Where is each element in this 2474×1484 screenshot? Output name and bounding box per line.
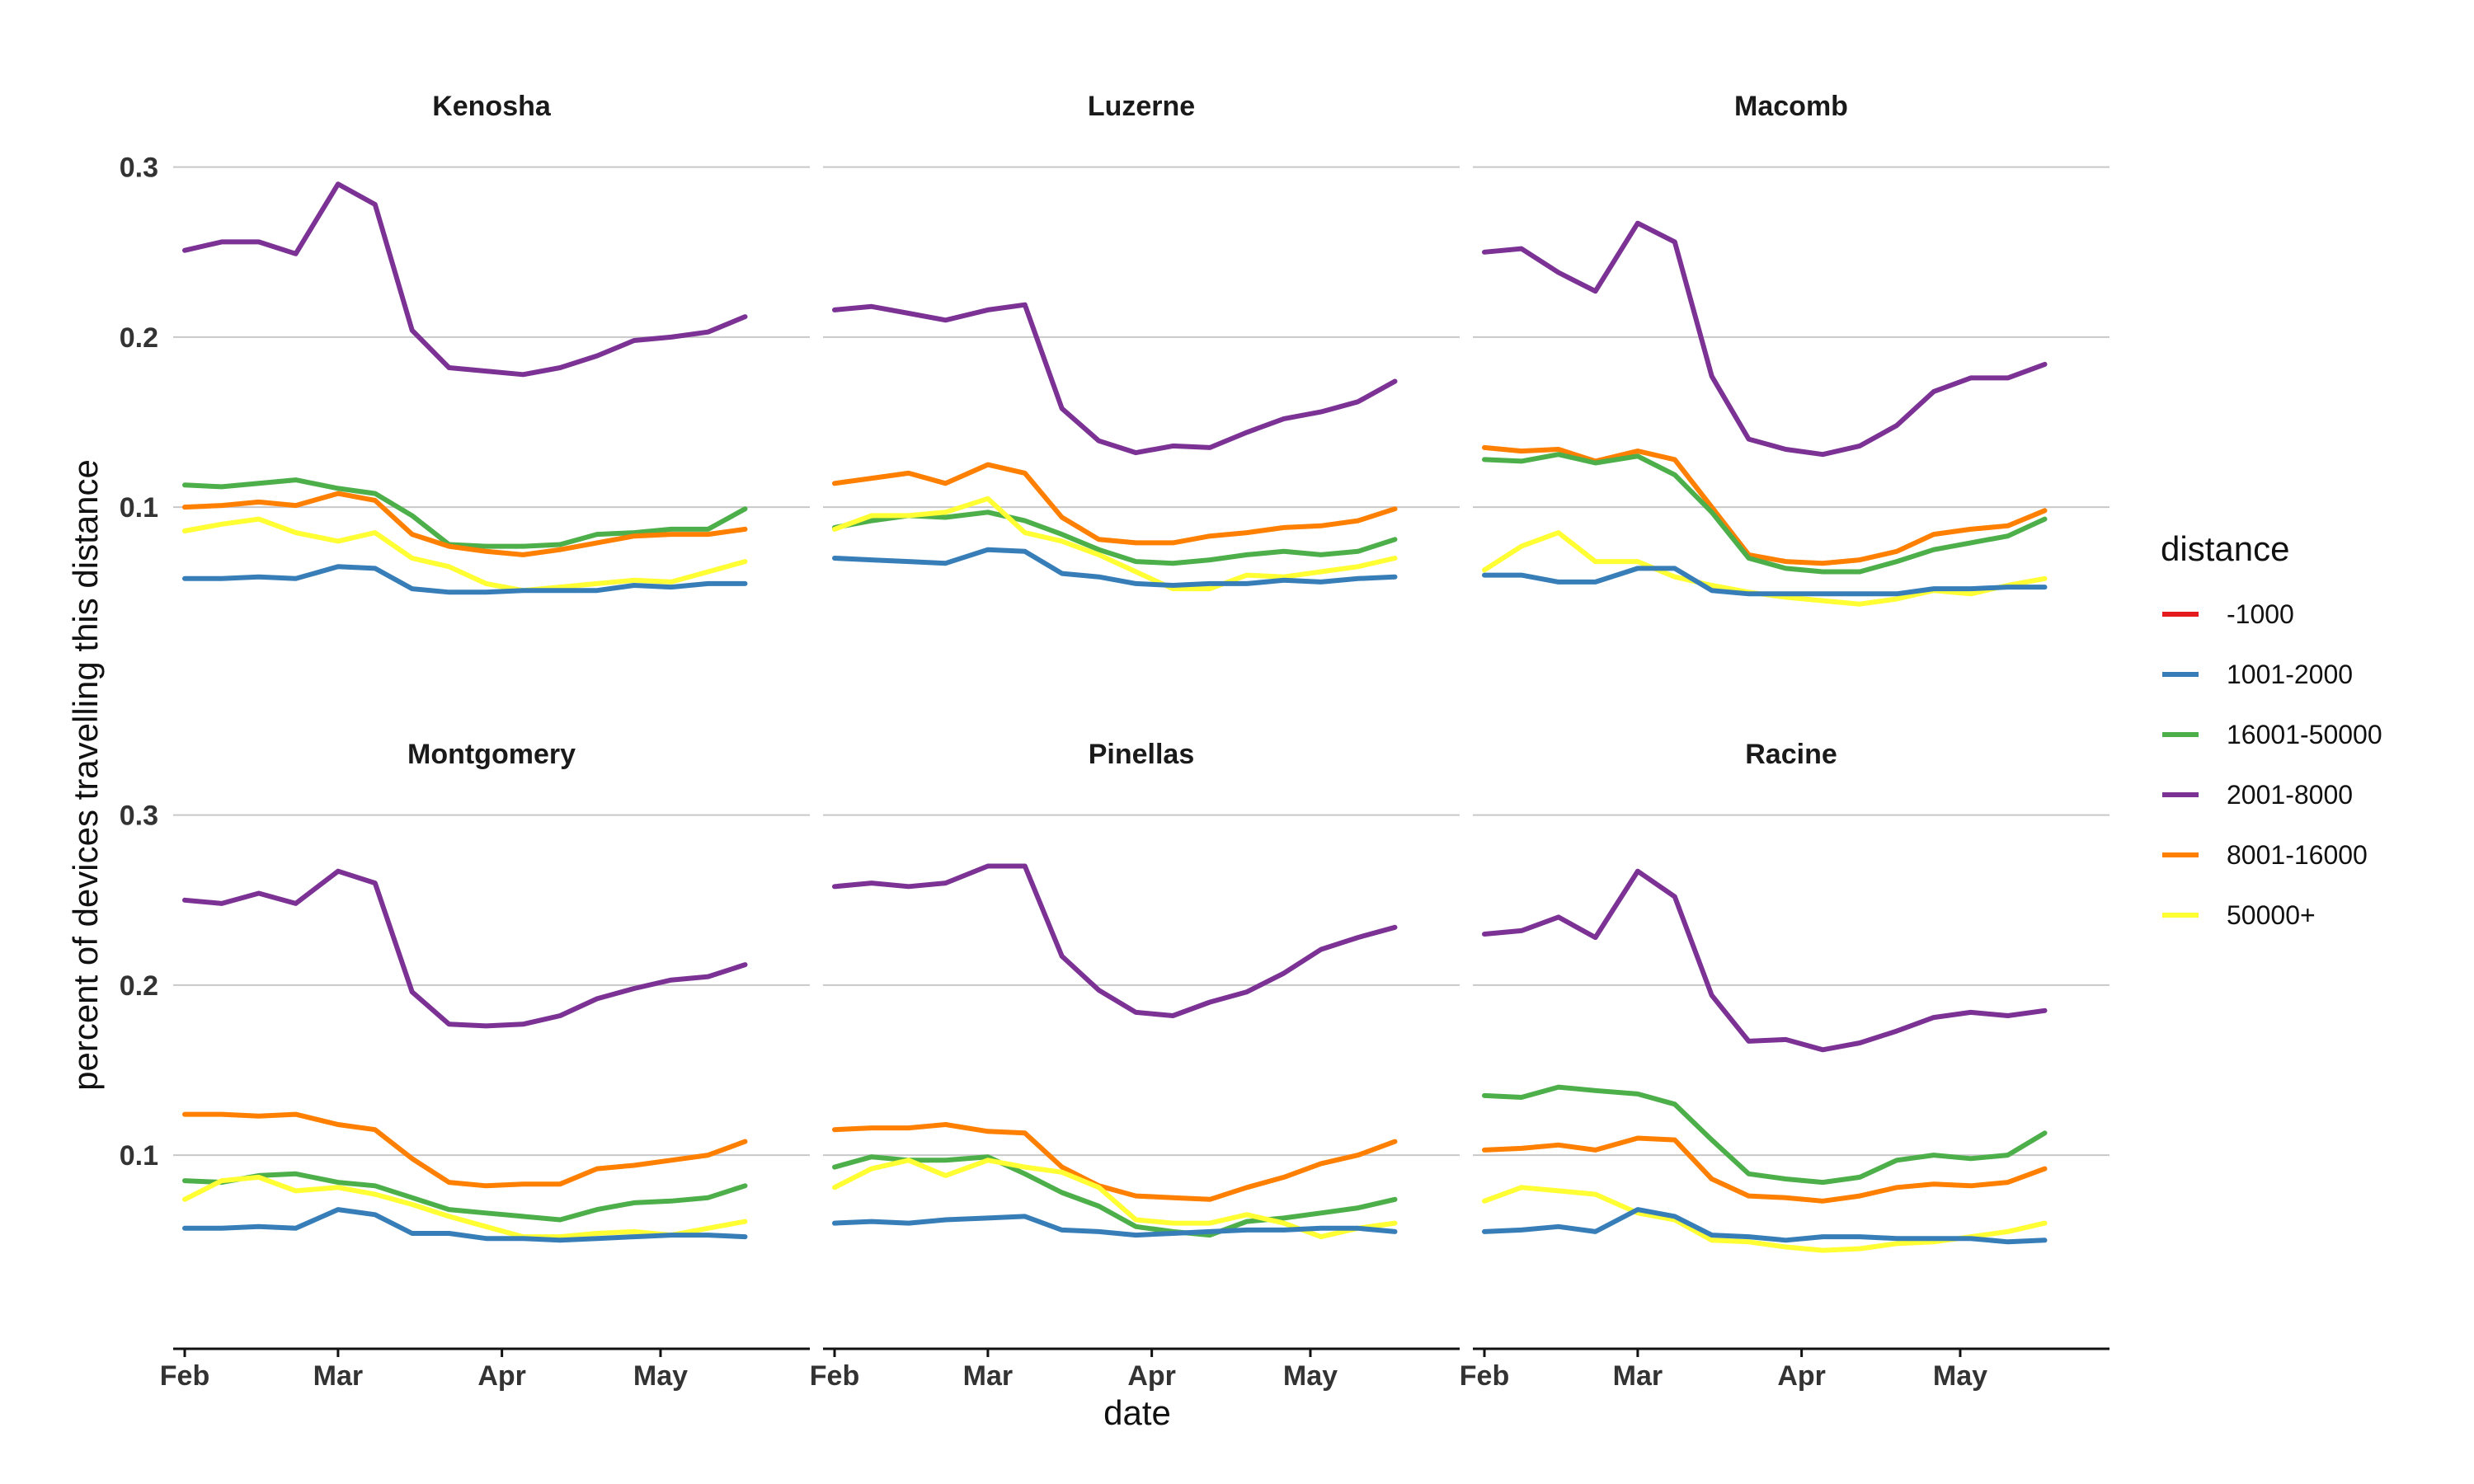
legend-entry-16001-50000: 16001-50000 <box>2162 720 2382 749</box>
axes-layer: Feb Mar Apr May Feb Mar Apr May Feb Mar Apr May <box>160 1347 2109 1392</box>
panel-title-luzerne: Luzerne <box>1088 91 1195 122</box>
legend: distance -1000 1001-2000 16001-50000 2001-8… <box>2161 529 2382 930</box>
series-line-16001-50000 <box>182 477 748 549</box>
x-axis-title: date <box>1103 1393 1171 1432</box>
series-line-2001-8000 <box>1482 220 2048 458</box>
y-tick-label: 0.1 <box>120 1140 158 1172</box>
series-line-8001-16000 <box>832 1122 1398 1202</box>
series-line-1001-2000 <box>832 1214 1398 1238</box>
legend-label: 16001-50000 <box>2227 720 2382 749</box>
x-tick-label: Apr <box>1777 1360 1826 1392</box>
x-tick-label: Apr <box>1127 1360 1176 1392</box>
panel-kenosha: Kenosha 0.1 0.2 0.3 <box>120 91 810 595</box>
x-tick-label: May <box>1283 1360 1338 1392</box>
series-line-8001-16000 <box>832 462 1398 546</box>
panel-title-montgomery: Montgomery <box>407 739 576 770</box>
legend-label: 8001-16000 <box>2227 840 2368 870</box>
y-tick-label: 0.3 <box>120 801 158 832</box>
legend-entry-2001-8000: 2001-8000 <box>2162 780 2353 810</box>
series-line-1001-2000 <box>182 564 748 595</box>
panel-montgomery: Montgomery 0.1 0.2 0.3 <box>120 739 810 1243</box>
legend-entry-50000: 50000+ <box>2162 900 2316 930</box>
x-tick-label: Mar <box>313 1360 363 1392</box>
series-line-8001-16000 <box>1482 1135 2048 1204</box>
x-tick-label: Feb <box>1460 1360 1509 1392</box>
series-line-16001-50000 <box>1482 1084 2048 1186</box>
legend-label: -1000 <box>2227 599 2294 629</box>
series-line-16001-50000 <box>832 510 1398 566</box>
series-line-1001-2000 <box>832 547 1398 588</box>
series-line-2001-8000 <box>182 868 748 1029</box>
panel-title-racine: Racine <box>1745 739 1837 770</box>
series-line-50000 <box>832 1158 1398 1240</box>
y-tick-label: 0.3 <box>120 153 158 184</box>
series-line-2001-8000 <box>832 863 1398 1018</box>
series-line-8001-16000 <box>1482 444 2048 566</box>
y-axis-title: percent of devices travelling this dista… <box>66 459 105 1091</box>
series-line-50000 <box>182 516 748 594</box>
y-tick-label: 0.1 <box>120 492 158 524</box>
x-tick-label: Mar <box>963 1360 1013 1392</box>
series-line-16001-50000 <box>182 1171 748 1223</box>
legend-entry-1000: -1000 <box>2162 599 2294 629</box>
legend-entry-8001-16000: 8001-16000 <box>2162 840 2368 870</box>
panel-racine: Racine <box>1473 739 2109 1253</box>
panel-title-macomb: Macomb <box>1734 91 1848 122</box>
series-line-1001-2000 <box>1482 566 2048 597</box>
series-line-50000 <box>182 1174 748 1240</box>
panel-title-pinellas: Pinellas <box>1089 739 1195 770</box>
series-line-1001-2000 <box>1482 1207 2048 1245</box>
series-line-8001-16000 <box>182 491 748 557</box>
panel-pinellas: Pinellas <box>823 739 1460 1240</box>
series-line-16001-50000 <box>1482 452 2048 575</box>
legend-label: 50000+ <box>2227 900 2316 930</box>
legend-title: distance <box>2161 529 2289 568</box>
series-line-50000 <box>832 495 1398 592</box>
x-tick-label: Feb <box>810 1360 859 1392</box>
series-line-8001-16000 <box>182 1111 748 1189</box>
series-line-2001-8000 <box>1482 868 2048 1053</box>
x-tick-label: Mar <box>1613 1360 1663 1392</box>
panels-layer: Kenosha 0.1 0.2 0.3 Luzerne Macomb Montgomery 0… <box>120 91 2109 1253</box>
series-line-2001-8000 <box>182 181 748 378</box>
y-tick-label: 0.2 <box>120 970 158 1002</box>
series-line-16001-50000 <box>832 1154 1398 1238</box>
x-tick-label: Feb <box>160 1360 209 1392</box>
panel-luzerne: Luzerne <box>823 91 1460 592</box>
x-tick-label: May <box>633 1360 688 1392</box>
panel-title-kenosha: Kenosha <box>432 91 552 122</box>
legend-label: 2001-8000 <box>2227 780 2353 810</box>
legend-entry-1001-2000: 1001-2000 <box>2162 660 2353 689</box>
legend-label: 1001-2000 <box>2227 660 2353 689</box>
x-tick-label: May <box>1933 1360 1987 1392</box>
panel-macomb: Macomb <box>1473 91 2109 607</box>
series-line-2001-8000 <box>832 302 1398 456</box>
series-line-1001-2000 <box>182 1207 748 1243</box>
x-tick-label: Apr <box>477 1360 526 1392</box>
y-tick-label: 0.2 <box>120 322 158 354</box>
